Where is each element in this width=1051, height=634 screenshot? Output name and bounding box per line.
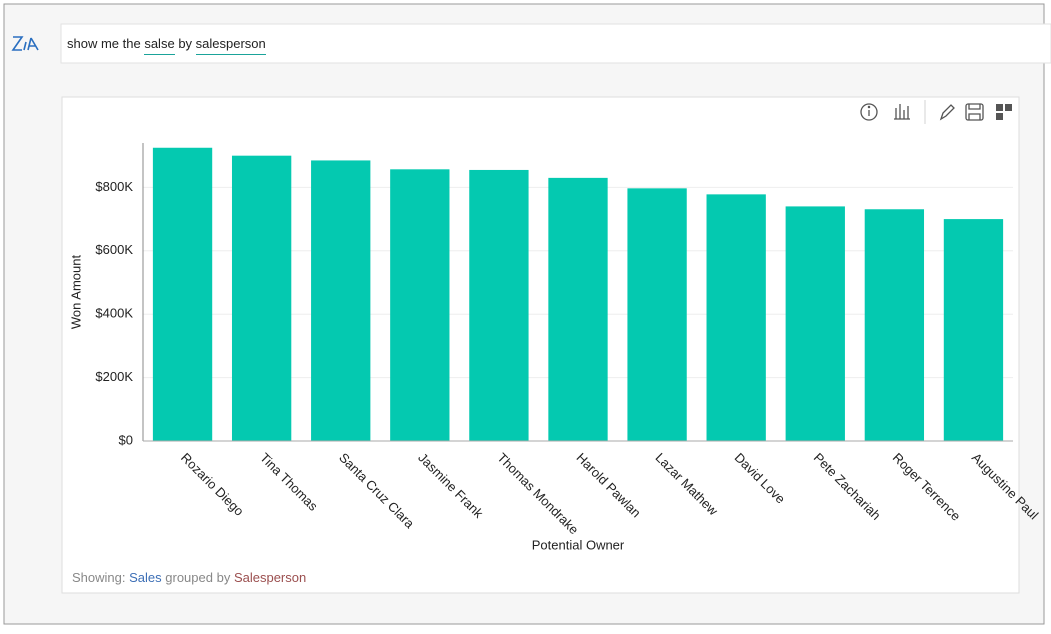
footer: Showing: Sales grouped by Salesperson <box>72 570 306 585</box>
bar <box>943 219 1004 441</box>
y-tick-label: $400K <box>95 306 133 321</box>
bar <box>627 188 687 441</box>
query-token: salse <box>144 36 175 55</box>
footer-measure[interactable]: Sales <box>129 570 162 585</box>
search-query[interactable]: show me the salse by salesperson <box>67 36 266 55</box>
bar <box>864 209 925 441</box>
y-tick-label: $600K <box>95 242 133 257</box>
zia-logo <box>11 36 39 51</box>
chart-card <box>61 96 1020 594</box>
toolbar <box>860 100 1012 124</box>
bar <box>152 147 213 442</box>
search-box[interactable] <box>60 23 1051 64</box>
bar <box>231 155 292 441</box>
bar <box>706 194 766 441</box>
chart-type-icon[interactable] <box>894 104 910 120</box>
info-icon[interactable] <box>860 103 878 121</box>
query-text: by <box>178 36 193 51</box>
bar <box>311 160 371 442</box>
bar <box>390 169 450 442</box>
add-dashboard-icon[interactable] <box>996 104 1012 120</box>
footer-text: Showing: <box>72 570 126 585</box>
edit-icon[interactable] <box>939 104 955 121</box>
footer-dimension[interactable]: Salesperson <box>233 570 307 585</box>
y-axis-label: Won Amount <box>68 255 83 330</box>
footer-text: grouped by <box>165 570 231 585</box>
x-axis-label: Potential Owner <box>532 537 625 552</box>
query-token: salesperson <box>195 36 266 55</box>
y-tick-label: $0 <box>119 432 133 447</box>
bar <box>785 206 845 441</box>
y-tick-label: $800K <box>95 179 133 194</box>
y-tick-label: $200K <box>95 369 133 384</box>
bar <box>548 177 608 441</box>
bar <box>469 169 529 441</box>
save-icon[interactable] <box>965 103 984 121</box>
query-text: show me the <box>67 36 141 51</box>
